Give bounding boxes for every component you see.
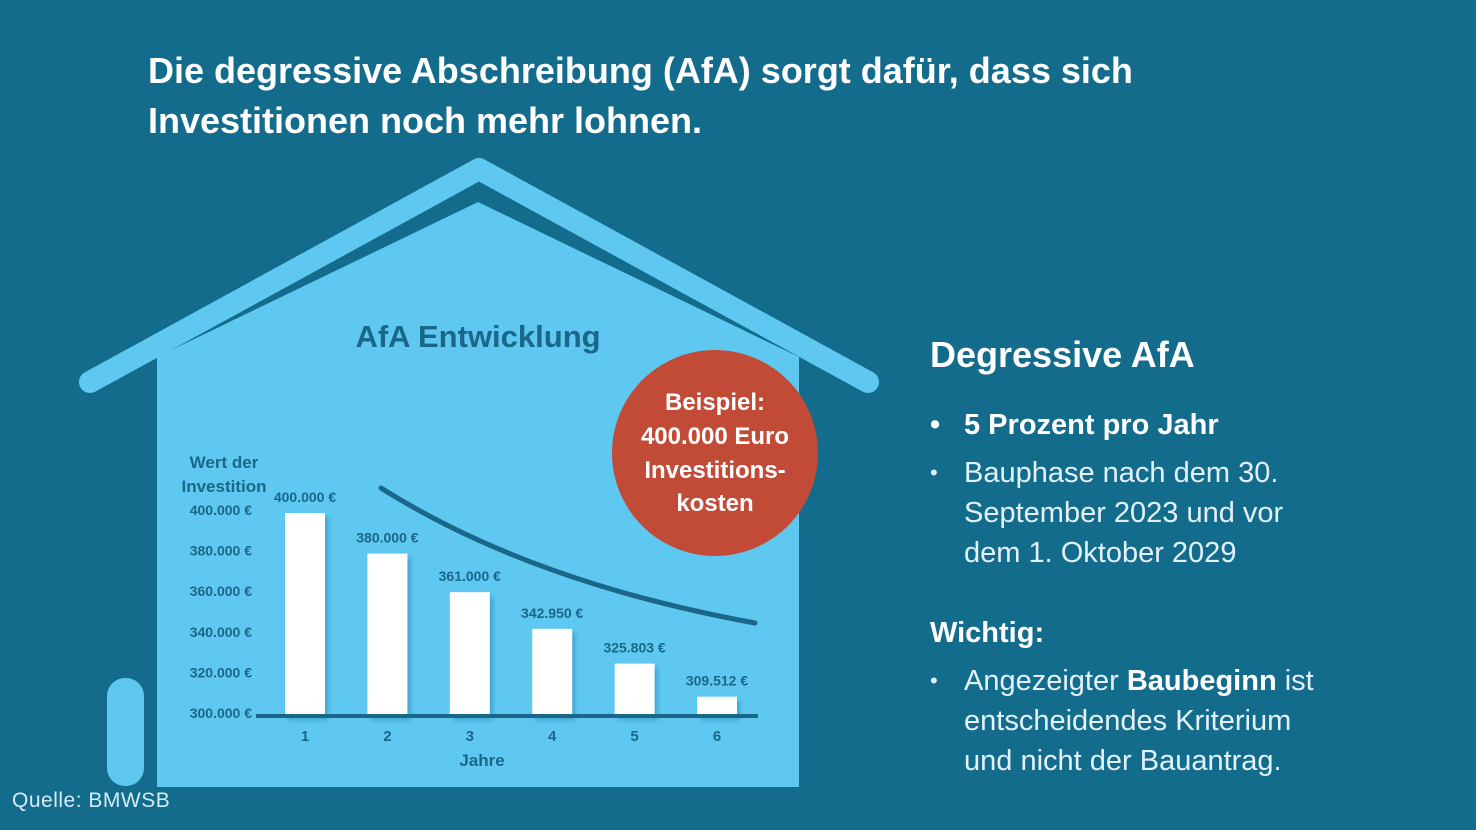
bar-value-label: 380.000 € [356,530,418,546]
y-tick-labels: 400.000 € 380.000 € 360.000 € 340.000 € 320.… [190,502,252,721]
bullet-baubeginn-line-1: Angezeigter Baubeginn ist [964,661,1314,701]
bullet-dot-icon: • [930,460,938,485]
y-tick-label: 360.000 € [190,583,252,599]
badge-line-1: Beispiel: [665,389,765,416]
example-badge-circle [612,350,818,556]
bar-value-label: 309.512 € [686,673,748,689]
info-panel: Degressive AfA • 5 Prozent pro Jahr • Ba… [930,333,1420,789]
source-credit: Quelle: BMWSB [12,789,171,812]
bullet-baubeginn-line-3: und nicht der Bauantrag. [964,745,1282,777]
bar [449,592,490,716]
baubeginn-bold: Baubeginn [1126,665,1277,697]
house-roof-band [79,158,879,393]
y-tick-label: 300.000 € [190,705,252,721]
bullet-bauphase-line-3: dem 1. Oktober 2029 [964,537,1237,569]
bullet-bauphase-line-2: September 2023 und vor [964,497,1284,529]
pill-decoration [107,678,144,786]
bullet-dot-icon: • [930,668,938,693]
bullet-baubeginn: • Angezeigter Baubeginn ist entscheidend… [930,661,1420,781]
trend-curve [378,485,758,626]
bar-value-label: 400.000 € [274,489,336,505]
badge-line-2: 400.000 Euro [641,423,789,450]
bullet-dot-icon: • [930,409,941,441]
chart-title: AfA Entwicklung [355,319,600,354]
bar [532,628,573,716]
bar [697,696,737,716]
page-title-line-1: Die degressive Abschreibung (AfA) sorgt … [148,50,1133,91]
x-tick-label: 5 [630,728,638,745]
bullet-bauphase-line-1: Bauphase nach dem 30. [964,457,1279,489]
bullet-baubeginn-text: Angezeigter Baubeginn ist entscheidendes… [964,661,1314,781]
panel-subheading: Wichtig: [930,617,1045,649]
x-tick-label: 6 [713,728,721,745]
bar-value-labels: 400.000 € 380.000 € 361.000 € 342.950 € 325.… [274,489,748,689]
x-axis-label: Jahre [459,751,504,770]
x-tick-label: 3 [466,728,474,745]
y-axis-label-line2: Investition [181,477,266,496]
bullet-bauphase-text: Bauphase nach dem 30. September 2023 und… [964,453,1283,573]
bullet-baubeginn-line-2: entscheidendes Kriterium [964,705,1292,737]
bar [367,553,408,716]
bullet-bauphase: • Bauphase nach dem 30. September 2023 u… [930,453,1420,573]
x-tick-label: 1 [301,728,309,745]
x-tick-label: 4 [548,728,557,745]
y-axis-label-line1: Wert der [190,453,259,472]
bar [285,513,325,716]
bar-value-label: 361.000 € [439,568,501,584]
page-title-line-2: Investitionen noch mehr lohnen. [148,100,703,141]
y-tick-label: 400.000 € [190,502,252,518]
x-tick-label: 2 [383,728,391,745]
panel-heading: Degressive AfA [930,334,1195,375]
y-tick-label: 380.000 € [190,543,252,559]
badge-line-4: kosten [676,490,753,517]
bar-value-label: 342.950 € [521,605,583,621]
bar-value-label: 325.803 € [603,640,665,656]
bars-group [285,513,737,716]
bullet-prozent-text: 5 Prozent pro Jahr [964,409,1219,441]
baubeginn-suffix: ist [1276,665,1314,697]
baubeginn-prefix: Angezeigter [964,665,1127,697]
badge-line-3: Investitions- [644,457,785,484]
bar [614,663,655,716]
bullet-prozent: • 5 Prozent pro Jahr [930,405,1420,445]
x-tick-labels: 1 2 3 4 5 6 [301,728,721,745]
y-tick-label: 340.000 € [190,624,252,640]
y-tick-label: 320.000 € [190,664,252,680]
page-title: Die degressive Abschreibung (AfA) sorgt … [148,46,1348,146]
